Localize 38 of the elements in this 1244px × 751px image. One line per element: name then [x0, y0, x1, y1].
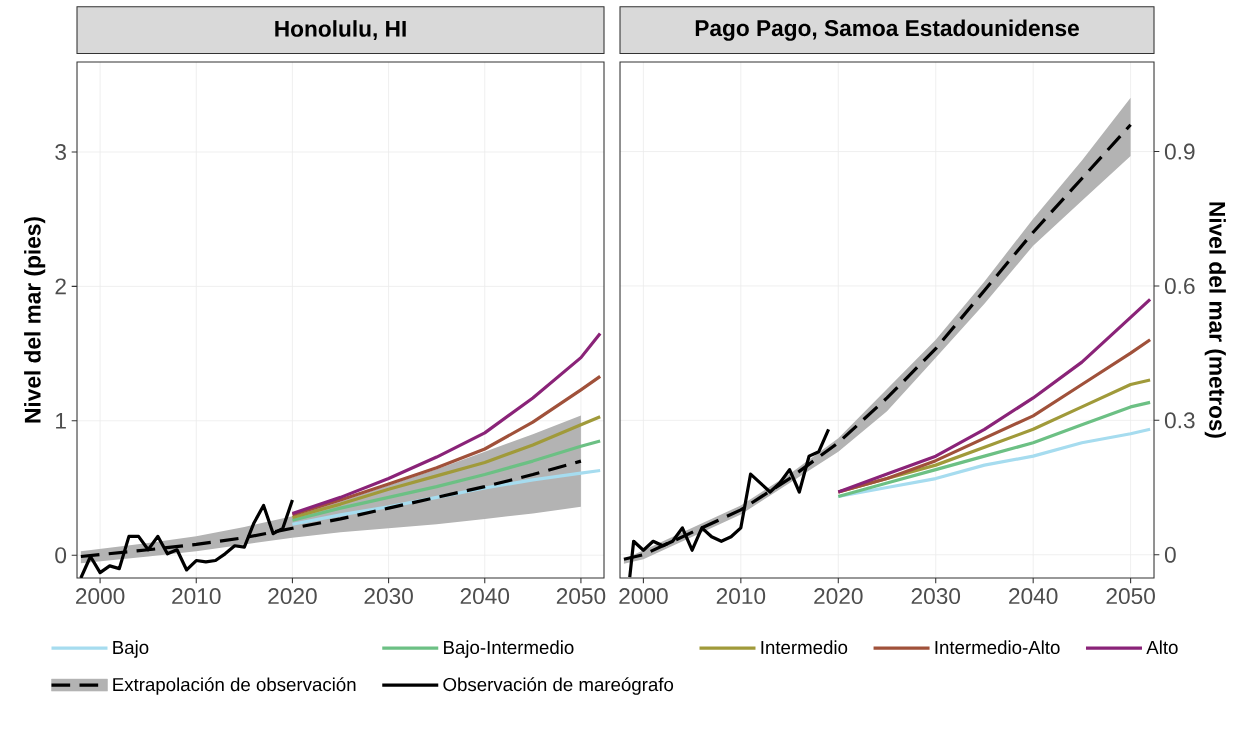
y-tick-label: 0.3: [1164, 412, 1195, 429]
line-series: [836, 400, 1152, 499]
y-tick-label: 0: [1164, 546, 1176, 563]
legend-label: Intermedio: [761, 640, 848, 655]
legend-label: Intermedio-Alto: [935, 640, 1060, 655]
chart-title: Honolulu, HI: [275, 20, 406, 41]
y-tick-label: 0.6: [1164, 277, 1195, 294]
legend-label: Bajo-Intermedio: [444, 640, 574, 658]
legend-label: Extrapolación de observación: [113, 677, 356, 695]
legend-label: Alto: [1146, 640, 1178, 655]
line-series: [836, 427, 1152, 499]
x-tick-label: 2010: [172, 588, 221, 605]
y-tick-label: 2: [55, 278, 66, 295]
x-tick-label: 2000: [76, 588, 125, 605]
x-tick-label: 2020: [268, 588, 317, 605]
line-series: [290, 415, 602, 520]
y-axis-title: Nivel del mar (pies): [24, 217, 46, 423]
line-series: [290, 331, 602, 516]
y-tick-label: 1: [56, 412, 66, 429]
x-tick-label: 2010: [716, 588, 766, 605]
y-tick-label: 3: [55, 144, 66, 161]
x-tick-label: 2050: [1106, 588, 1155, 605]
chart-title: Pago Pago, Samoa Estadounidense: [695, 19, 1079, 41]
x-tick-label: 2050: [556, 588, 606, 605]
line-series: [290, 439, 602, 522]
x-tick-label: 2030: [911, 588, 961, 605]
x-tick-label: 2030: [364, 588, 413, 605]
y-tick-label: 0: [55, 547, 67, 564]
line-series: [290, 374, 602, 517]
y-axis-title: Nivel del mar (metros): [1204, 202, 1226, 438]
y-tick-label: 0.9: [1164, 143, 1195, 160]
legend-label: Observación de mareógrafo: [443, 677, 674, 695]
x-tick-label: 2040: [1009, 588, 1058, 605]
x-tick-label: 2040: [460, 588, 510, 605]
x-tick-label: 2020: [814, 588, 863, 605]
x-tick-label: 2000: [619, 588, 668, 605]
legend-label: Bajo: [113, 640, 149, 658]
line-series: [836, 297, 1152, 494]
